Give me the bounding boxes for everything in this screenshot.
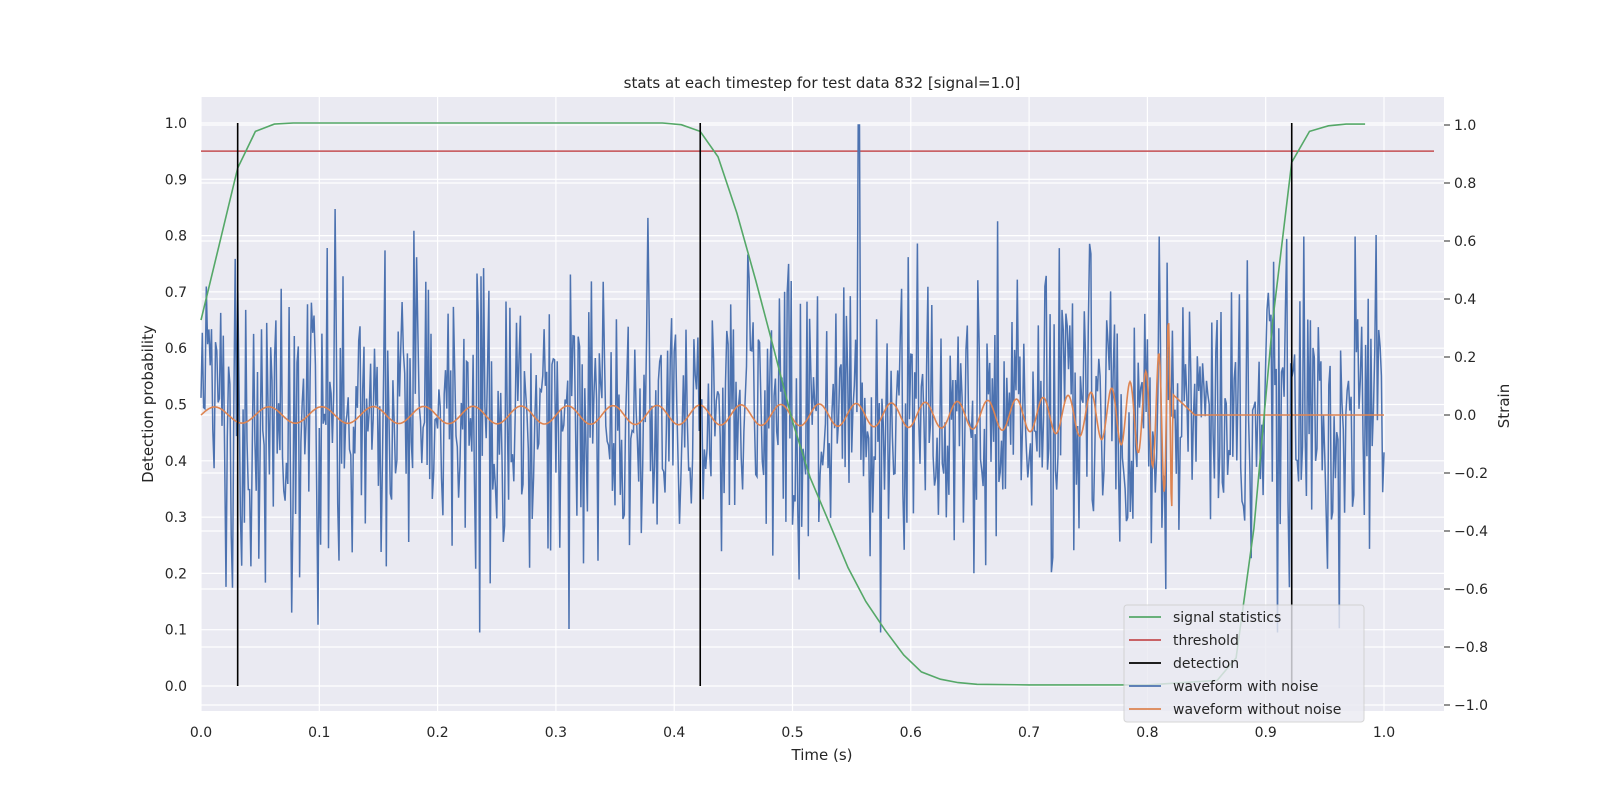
legend-label: threshold: [1173, 633, 1239, 649]
legend-box: [1123, 604, 1365, 723]
y-axis-label-left: Detection probability: [139, 325, 157, 483]
y-right-tick-label: −0.4: [1454, 524, 1488, 540]
chart-title: stats at each timestep for test data 832…: [624, 74, 1021, 92]
x-tick-label: 0.9: [1255, 725, 1277, 741]
x-tick-label: 0.1: [308, 725, 330, 741]
signal-statistics-layer: [200, 122, 1366, 686]
y-right-tick-label: 1.0: [1454, 118, 1476, 134]
waveform-with-noise-layer: [200, 124, 1385, 633]
waveform-with-noise-line: [200, 124, 1385, 633]
x-tick-label: 0.2: [426, 725, 448, 741]
x-tick-label: 0.0: [190, 725, 212, 741]
y-right-tick-label: 0.4: [1454, 292, 1476, 308]
y-left-tick-label: 0.8: [165, 229, 187, 245]
x-tick-label: 1.0: [1373, 725, 1395, 741]
x-tick-label: 0.8: [1136, 725, 1158, 741]
y-right-tick-label: −0.8: [1454, 640, 1488, 656]
y-left-tick-label: 0.9: [165, 172, 187, 188]
y-right-tick-label: −1.0: [1454, 698, 1488, 714]
signal-statistics-line: [200, 122, 1366, 686]
x-tick-label: 0.7: [1018, 725, 1040, 741]
legend-label: waveform without noise: [1173, 702, 1341, 718]
y-right-tick-label: 0.8: [1454, 176, 1476, 192]
y-left-tick-label: 1.0: [165, 116, 187, 132]
legend-label: waveform with noise: [1173, 679, 1318, 695]
y-left-tick-label: 0.7: [165, 285, 187, 301]
y-left-tick-label: 0.0: [165, 679, 187, 695]
x-tick-label: 0.4: [663, 725, 685, 741]
ticks: 0.0 0.1 0.2 0.3 0.4 0.5 0.6 0.7 0.8 0.9 1.0 0.0 0.1 0…: [165, 116, 1488, 741]
x-tick-label: 0.3: [545, 725, 567, 741]
x-axis-label: Time (s): [791, 746, 853, 764]
x-tick-label: 0.5: [781, 725, 803, 741]
legend-label: signal statistics: [1173, 610, 1281, 626]
legend: signal statistics threshold detection wavef…: [1123, 604, 1365, 723]
detection-layer: [236, 123, 1293, 686]
y-left-tick-label: 0.2: [165, 566, 187, 582]
y-right-tick-label: −0.2: [1454, 466, 1488, 482]
y-left-tick-label: 0.6: [165, 341, 187, 357]
y-right-tick-label: 0.2: [1454, 350, 1476, 366]
legend-label: detection: [1173, 656, 1239, 672]
y-left-tick-label: 0.3: [165, 510, 187, 526]
x-tick-label: 0.6: [900, 725, 922, 741]
y-left-tick-label: 0.1: [165, 623, 187, 639]
y-axis-label-right: Strain: [1495, 384, 1513, 428]
y-right-tick-label: 0.0: [1454, 408, 1476, 424]
y-left-tick-label: 0.4: [165, 454, 187, 470]
y-right-tick-label: 0.6: [1454, 234, 1476, 250]
y-right-tick-label: −0.6: [1454, 582, 1488, 598]
y-left-tick-label: 0.5: [165, 398, 187, 414]
